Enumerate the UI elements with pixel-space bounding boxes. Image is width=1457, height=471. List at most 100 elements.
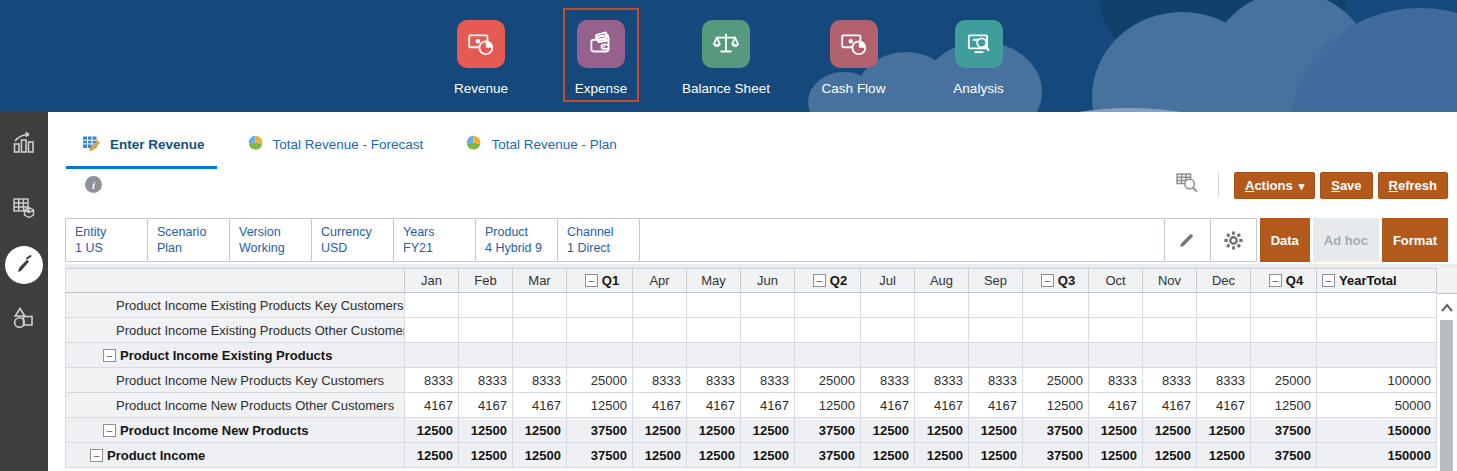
column-header-may[interactable]: May [687, 268, 741, 293]
row-header-cell[interactable]: –Product Income New Products [65, 418, 405, 443]
pov-version[interactable]: VersionWorking [230, 219, 312, 261]
pov-product[interactable]: Product4 Hybrid 9 [476, 219, 558, 261]
app-tile-expense[interactable]: Expense [541, 20, 661, 96]
data-cell[interactable] [459, 318, 513, 343]
data-cell[interactable] [1089, 343, 1143, 368]
rail-item-forms[interactable] [0, 190, 48, 230]
data-cell[interactable]: 37500 [1251, 418, 1317, 443]
data-cell[interactable]: 4167 [405, 393, 459, 418]
data-cell[interactable]: 100000 [1317, 368, 1437, 393]
info-icon[interactable]: i [85, 176, 102, 193]
data-cell[interactable] [633, 343, 687, 368]
data-cell[interactable]: 12500 [405, 418, 459, 443]
data-cell[interactable] [1197, 293, 1251, 318]
data-cell[interactable]: 12500 [969, 443, 1023, 468]
data-cell[interactable] [1251, 343, 1317, 368]
data-cell[interactable]: 12500 [687, 418, 741, 443]
data-cell[interactable]: 150000 [1317, 418, 1437, 443]
vertical-scrollbar[interactable] [1437, 268, 1457, 471]
data-cell[interactable] [687, 343, 741, 368]
data-cell[interactable] [1089, 293, 1143, 318]
data-cell[interactable]: 8333 [969, 368, 1023, 393]
data-cell[interactable]: 12500 [1143, 443, 1197, 468]
data-cell[interactable]: 12500 [795, 393, 861, 418]
data-cell[interactable] [405, 293, 459, 318]
data-cell[interactable]: 12500 [513, 418, 567, 443]
data-cell[interactable] [969, 318, 1023, 343]
data-cell[interactable] [795, 343, 861, 368]
data-cell[interactable]: 8333 [513, 368, 567, 393]
column-header-q2[interactable]: –Q2 [795, 268, 861, 293]
data-cell[interactable] [687, 318, 741, 343]
refresh-button[interactable]: Refresh [1378, 172, 1448, 199]
data-cell[interactable]: 8333 [741, 368, 795, 393]
column-header-yeartotal[interactable]: –YearTotal [1317, 268, 1437, 293]
data-cell[interactable] [459, 343, 513, 368]
data-cell[interactable]: 37500 [1023, 418, 1089, 443]
data-cell[interactable] [795, 293, 861, 318]
data-cell[interactable]: 12500 [513, 443, 567, 468]
data-cell[interactable]: 12500 [459, 443, 513, 468]
row-header-cell[interactable]: Product Income Existing Products Other C… [65, 318, 405, 343]
data-cell[interactable] [1251, 293, 1317, 318]
rail-item-format[interactable] [0, 245, 48, 285]
column-header-q1[interactable]: –Q1 [567, 268, 633, 293]
data-cell[interactable] [1317, 343, 1437, 368]
collapse-icon[interactable]: – [90, 449, 103, 462]
tab-enter-revenue[interactable]: Enter Revenue [74, 134, 213, 169]
data-cell[interactable] [633, 293, 687, 318]
rail-item-dashboards[interactable] [0, 124, 48, 164]
data-cell[interactable]: 12500 [567, 393, 633, 418]
collapse-icon[interactable]: – [1322, 274, 1335, 287]
save-button[interactable]: Save [1320, 172, 1372, 199]
data-cell[interactable] [567, 318, 633, 343]
app-tile-revenue[interactable]: Revenue [421, 20, 541, 96]
data-cell[interactable]: 12500 [1143, 418, 1197, 443]
column-header-q4[interactable]: –Q4 [1251, 268, 1317, 293]
data-cell[interactable]: 12500 [405, 443, 459, 468]
row-header-cell[interactable]: –Product Income [65, 443, 405, 468]
collapse-icon[interactable]: – [585, 274, 598, 287]
data-cell[interactable]: 8333 [687, 368, 741, 393]
data-cell[interactable] [1023, 343, 1089, 368]
data-cell[interactable] [459, 293, 513, 318]
data-cell[interactable]: 37500 [567, 418, 633, 443]
data-cell[interactable]: 4167 [633, 393, 687, 418]
collapse-icon[interactable]: – [1041, 274, 1054, 287]
data-cell[interactable] [969, 293, 1023, 318]
data-cell[interactable]: 37500 [795, 418, 861, 443]
data-cell[interactable]: 50000 [1317, 393, 1437, 418]
data-cell[interactable] [405, 318, 459, 343]
data-cell[interactable]: 12500 [861, 443, 915, 468]
column-header-jul[interactable]: Jul [861, 268, 915, 293]
data-cell[interactable] [513, 293, 567, 318]
data-cell[interactable] [1197, 318, 1251, 343]
collapse-icon[interactable]: – [813, 274, 826, 287]
data-cell[interactable]: 8333 [633, 368, 687, 393]
data-cell[interactable]: 4167 [459, 393, 513, 418]
data-cell[interactable]: 12500 [459, 418, 513, 443]
data-cell[interactable] [1143, 293, 1197, 318]
data-cell[interactable]: 4167 [687, 393, 741, 418]
tab-total-revenue-forecast[interactable]: Total Revenue - Forecast [239, 134, 432, 169]
row-header-cell[interactable]: Product Income New Products Other Custom… [65, 393, 405, 418]
data-cell[interactable] [1143, 343, 1197, 368]
data-cell[interactable]: 4167 [513, 393, 567, 418]
pov-settings-button[interactable] [1210, 219, 1256, 261]
column-header-apr[interactable]: Apr [633, 268, 687, 293]
data-view-button[interactable]: Data [1260, 218, 1310, 262]
collapse-icon[interactable]: – [103, 349, 116, 362]
data-cell[interactable] [1089, 318, 1143, 343]
data-cell[interactable] [405, 343, 459, 368]
data-cell[interactable]: 12500 [687, 443, 741, 468]
scrollbar-thumb[interactable] [1440, 320, 1453, 471]
data-cell[interactable]: 12500 [741, 418, 795, 443]
data-cell[interactable]: 37500 [1023, 443, 1089, 468]
data-cell[interactable]: 150000 [1317, 443, 1437, 468]
data-cell[interactable]: 4167 [861, 393, 915, 418]
app-tile-cash-flow[interactable]: Cash Flow [791, 20, 916, 96]
data-cell[interactable] [861, 318, 915, 343]
data-cell[interactable]: 4167 [1089, 393, 1143, 418]
data-cell[interactable]: 12500 [633, 443, 687, 468]
column-header-nov[interactable]: Nov [1143, 268, 1197, 293]
